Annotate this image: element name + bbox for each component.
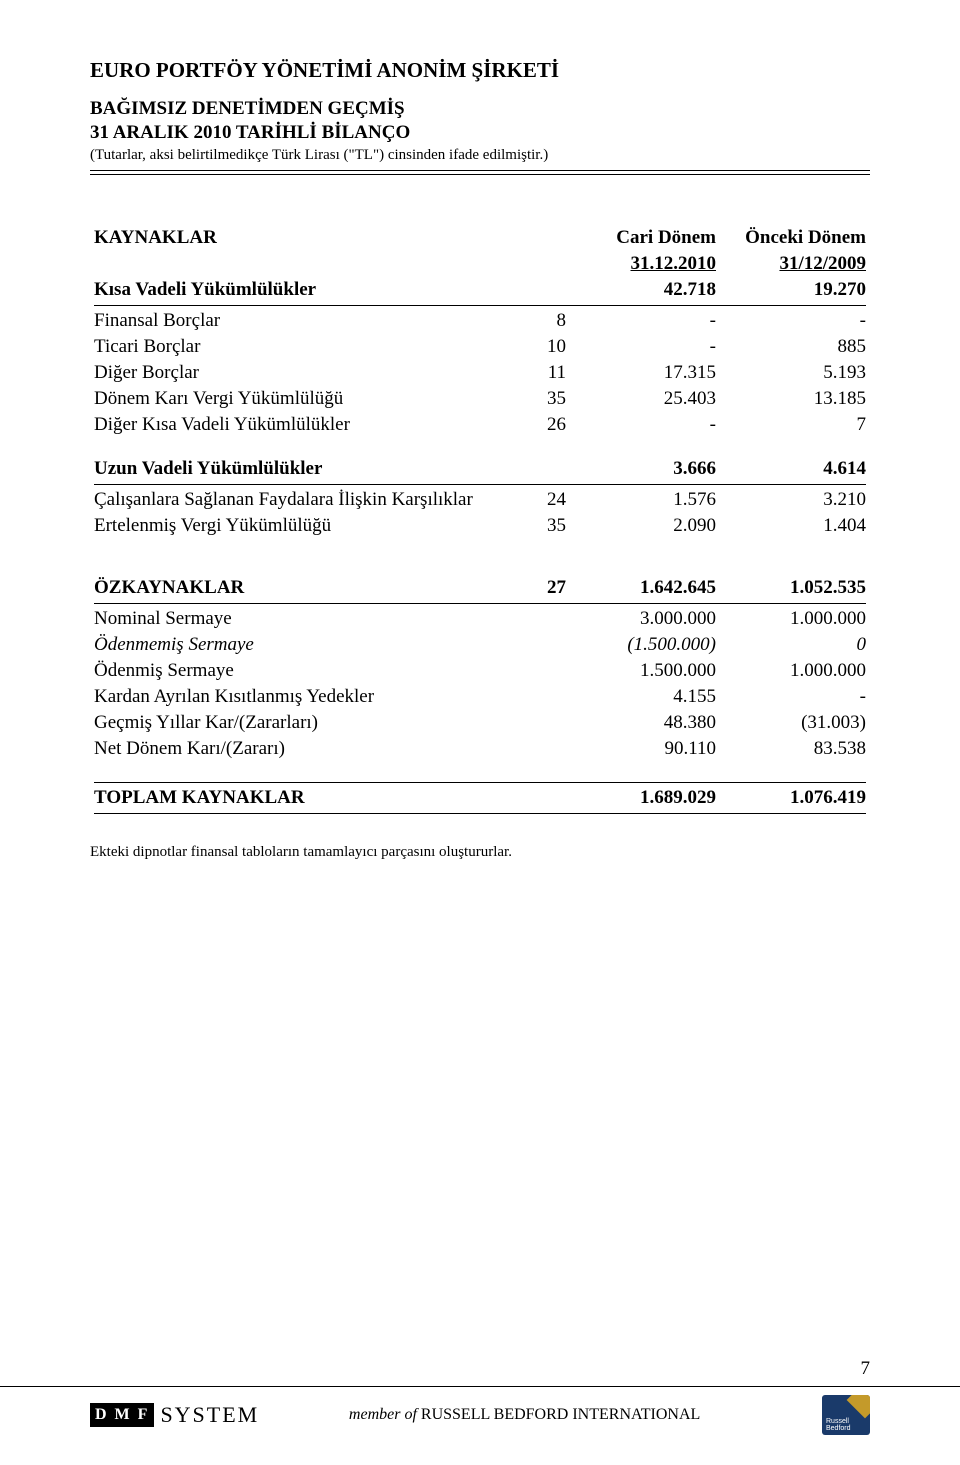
table-row-label: Diğer Kısa Vadeli Yükümlülükler xyxy=(90,412,510,438)
table-row-cari: 48.380 xyxy=(570,710,720,736)
subtitle-line-1: BAĞIMSIZ DENETİMDEN GEÇMİŞ xyxy=(90,97,870,121)
logo-system-text: SYSTEM xyxy=(160,1402,259,1428)
table-row-note: 26 xyxy=(510,412,570,438)
currency-note: (Tutarlar, aksi belirtilmedikçe Türk Lir… xyxy=(90,147,870,164)
table-row-cari: 25.403 xyxy=(570,386,720,412)
colhead-onceki-date: 31/12/2009 xyxy=(720,251,870,277)
company-name: EURO PORTFÖY YÖNETİMİ ANONİM ŞİRKETİ xyxy=(90,58,870,83)
table-row-note: 24 xyxy=(510,487,570,513)
subtitle-line-2: 31 ARALIK 2010 TARİHLİ BİLANÇO xyxy=(90,121,870,145)
table-row-once: - xyxy=(720,684,870,710)
ozkaynaklar-once: 1.052.535 xyxy=(720,575,870,601)
table-row-cari: - xyxy=(570,334,720,360)
table-row-label: Çalışanlara Sağlanan Faydalara İlişkin K… xyxy=(90,487,510,513)
table-row-cari: 4.155 xyxy=(570,684,720,710)
toplam-once: 1.076.419 xyxy=(720,785,870,811)
table-row-label: Ödenmiş Sermaye xyxy=(90,658,510,684)
table-row-once: 0 xyxy=(720,632,870,658)
table-row-note: 35 xyxy=(510,386,570,412)
table-row-label: Diğer Borçlar xyxy=(90,360,510,386)
table-row-once: 7 xyxy=(720,412,870,438)
table-row-note: 11 xyxy=(510,360,570,386)
table-row-cari: 3.000.000 xyxy=(570,606,720,632)
table-row-label: Net Dönem Karı/(Zararı) xyxy=(90,736,510,762)
table-row-cari: - xyxy=(570,308,720,334)
page-number: 7 xyxy=(861,1358,871,1380)
page-footer: D M F SYSTEM member of RUSSELL BEDFORD I… xyxy=(0,1386,960,1435)
header-rule xyxy=(90,170,870,175)
colhead-cari-date: 31.12.2010 xyxy=(570,251,720,277)
kisa-label: Kısa Vadeli Yükümlülükler xyxy=(90,277,510,303)
kisa-once: 19.270 xyxy=(720,277,870,303)
toplam-cari: 1.689.029 xyxy=(570,785,720,811)
table-row-label: Ticari Borçlar xyxy=(90,334,510,360)
toplam-label: TOPLAM KAYNAKLAR xyxy=(90,785,510,811)
table-row-label: Kardan Ayrılan Kısıtlanmış Yedekler xyxy=(90,684,510,710)
table-row-once: 1.404 xyxy=(720,513,870,539)
table-footnote: Ekteki dipnotlar finansal tabloların tam… xyxy=(90,844,870,861)
badge-text: Russell Bedford xyxy=(826,1418,870,1432)
ozkaynaklar-label: ÖZKAYNAKLAR xyxy=(90,575,510,601)
table-row-label: Dönem Karı Vergi Yükümlülüğü xyxy=(90,386,510,412)
table-row-label: Ödenmemiş Sermaye xyxy=(90,632,510,658)
member-name: RUSSELL BEDFORD INTERNATIONAL xyxy=(421,1406,700,1423)
footer-member-text: member of RUSSELL BEDFORD INTERNATIONAL xyxy=(259,1406,790,1424)
table-row-label: Nominal Sermaye xyxy=(90,606,510,632)
table-row-cari: 17.315 xyxy=(570,360,720,386)
colhead-cari: Cari Dönem xyxy=(570,225,720,251)
uzun-cari: 3.666 xyxy=(570,456,720,482)
table-row-once: 83.538 xyxy=(720,736,870,762)
table-row-label: Finansal Borçlar xyxy=(90,308,510,334)
footer-badge: Russell Bedford xyxy=(790,1395,870,1435)
uzun-label: Uzun Vadeli Yükümlülükler xyxy=(90,456,510,482)
member-prefix: member of xyxy=(349,1406,421,1423)
balance-sheet-table: KAYNAKLAR Cari Dönem Önceki Dönem 31.12.… xyxy=(90,225,870,816)
table-row-note: 10 xyxy=(510,334,570,360)
footer-logo: D M F SYSTEM xyxy=(90,1402,259,1428)
table-row-label: Ertelenmiş Vergi Yükümlülüğü xyxy=(90,513,510,539)
table-row-once: 13.185 xyxy=(720,386,870,412)
table-row-note: 8 xyxy=(510,308,570,334)
dmf-logo-icon: D M F xyxy=(90,1403,154,1427)
uzun-once: 4.614 xyxy=(720,456,870,482)
table-row-cari: 1.500.000 xyxy=(570,658,720,684)
table-row-cari: - xyxy=(570,412,720,438)
kisa-cari: 42.718 xyxy=(570,277,720,303)
table-row-cari: 2.090 xyxy=(570,513,720,539)
table-row-once: 3.210 xyxy=(720,487,870,513)
document-header: EURO PORTFÖY YÖNETİMİ ANONİM ŞİRKETİ BAĞ… xyxy=(90,58,870,164)
table-row-cari: 90.110 xyxy=(570,736,720,762)
table-row-once: 885 xyxy=(720,334,870,360)
ozkaynaklar-cari: 1.642.645 xyxy=(570,575,720,601)
table-row-once: - xyxy=(720,308,870,334)
table-row-once: 1.000.000 xyxy=(720,658,870,684)
table-row-cari: 1.576 xyxy=(570,487,720,513)
table-row-once: 5.193 xyxy=(720,360,870,386)
table-row-once: (31.003) xyxy=(720,710,870,736)
table-row-note: 35 xyxy=(510,513,570,539)
table-row-label: Geçmiş Yıllar Kar/(Zararları) xyxy=(90,710,510,736)
colhead-onceki: Önceki Dönem xyxy=(720,225,870,251)
table-row-cari: (1.500.000) xyxy=(570,632,720,658)
table-row-once: 1.000.000 xyxy=(720,606,870,632)
ozkaynaklar-note: 27 xyxy=(510,575,570,601)
russell-bedford-badge-icon: Russell Bedford xyxy=(822,1395,870,1435)
section-kaynaklar: KAYNAKLAR xyxy=(90,225,510,251)
